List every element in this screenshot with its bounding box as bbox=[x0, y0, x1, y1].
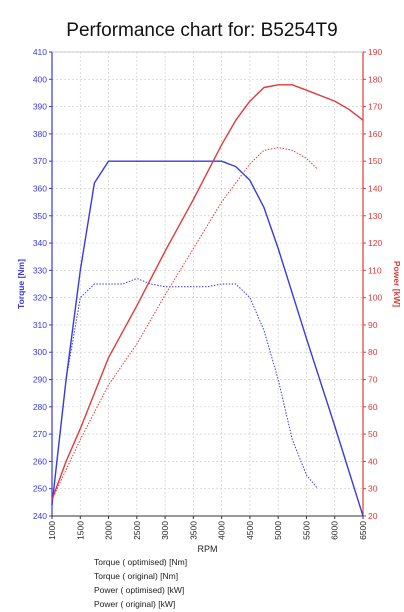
x-tick-label: 4000 bbox=[217, 521, 227, 540]
y-left-tick-label: 270 bbox=[33, 429, 47, 439]
torque-original-line bbox=[51, 278, 319, 506]
y-right-tick-label: 130 bbox=[368, 211, 382, 221]
y-right-tick-label: 150 bbox=[368, 156, 382, 166]
legend-label: Power ( optimised) [kW] bbox=[94, 585, 185, 595]
x-tick-label: 1500 bbox=[75, 521, 85, 540]
y-right-tick-label: 140 bbox=[368, 183, 382, 193]
y-left-tick-label: 360 bbox=[33, 183, 47, 193]
legend-item: Torque ( optimised) [Nm] bbox=[50, 556, 300, 568]
y-left-tick-label: 240 bbox=[33, 511, 47, 521]
legend-item: Power ( optimised) [kW] bbox=[50, 584, 300, 596]
y-right-tick-label: 110 bbox=[368, 265, 382, 275]
x-tick-label: 3000 bbox=[160, 521, 170, 540]
y-right-tick-label: 100 bbox=[368, 293, 382, 303]
y-left-tick-label: 260 bbox=[33, 456, 47, 466]
y-right-tick-label: 90 bbox=[368, 320, 378, 330]
x-tick-label: 2000 bbox=[104, 521, 114, 540]
legend-item: Torque ( original) [Nm] bbox=[50, 570, 300, 582]
y-left-tick-label: 310 bbox=[33, 320, 47, 330]
y-left-tick-label: 320 bbox=[33, 293, 47, 303]
x-tick-label: 5500 bbox=[301, 521, 311, 540]
y-left-tick-label: 290 bbox=[33, 375, 47, 385]
y-left-tick-label: 380 bbox=[33, 129, 47, 139]
x-tick-label: 6500 bbox=[358, 521, 368, 540]
legend-label: Torque ( original) [Nm] bbox=[94, 571, 179, 581]
y-right-tick-label: 60 bbox=[368, 402, 378, 412]
power-optimised-line bbox=[51, 84, 364, 500]
y-left-axis-label: Torque [Nm] bbox=[16, 259, 26, 309]
legend-label: Power ( original) [kW] bbox=[94, 599, 176, 609]
y-right-tick-label: 30 bbox=[368, 484, 378, 494]
y-left-tick-label: 280 bbox=[33, 402, 47, 412]
y-left-tick-label: 390 bbox=[33, 102, 47, 112]
y-left-tick-label: 340 bbox=[33, 238, 47, 248]
x-tick-label: 6000 bbox=[330, 521, 340, 540]
y-right-tick-label: 190 bbox=[368, 47, 382, 57]
y-left-tick-label: 370 bbox=[33, 156, 47, 166]
x-tick-label: 4500 bbox=[245, 521, 255, 540]
x-tick-label: 5000 bbox=[273, 521, 283, 540]
y-right-tick-label: 40 bbox=[368, 456, 378, 466]
y-right-axis-label: Power [kW] bbox=[392, 261, 402, 307]
y-right-tick-label: 170 bbox=[368, 102, 382, 112]
y-left-tick-label: 400 bbox=[33, 74, 47, 84]
x-tick-label: 1000 bbox=[47, 521, 57, 540]
torque-optimised-line bbox=[51, 160, 364, 517]
y-right-tick-label: 50 bbox=[368, 429, 378, 439]
y-right-tick-label: 120 bbox=[368, 238, 382, 248]
y-left-tick-label: 330 bbox=[33, 265, 47, 275]
legend-item: Power ( original) [kW] bbox=[50, 598, 300, 610]
x-tick-label: 3500 bbox=[188, 521, 198, 540]
y-right-tick-label: 70 bbox=[368, 375, 378, 385]
y-right-tick-label: 80 bbox=[368, 347, 378, 357]
y-left-tick-label: 250 bbox=[33, 484, 47, 494]
y-left-tick-label: 410 bbox=[33, 47, 47, 57]
y-right-tick-label: 20 bbox=[368, 511, 378, 521]
y-right-tick-label: 180 bbox=[368, 74, 382, 84]
y-right-tick-label: 160 bbox=[368, 129, 382, 139]
legend: Torque ( optimised) [Nm] Torque ( origin… bbox=[50, 556, 300, 612]
power-original-line bbox=[51, 147, 319, 500]
legend-label: Torque ( optimised) [Nm] bbox=[94, 557, 188, 567]
x-tick-label: 2500 bbox=[132, 521, 142, 540]
x-axis-label: RPM bbox=[198, 544, 218, 554]
chart-title: Performance chart for: B5254T9 bbox=[66, 20, 338, 41]
y-left-tick-label: 300 bbox=[33, 347, 47, 357]
y-left-tick-label: 350 bbox=[33, 211, 47, 221]
